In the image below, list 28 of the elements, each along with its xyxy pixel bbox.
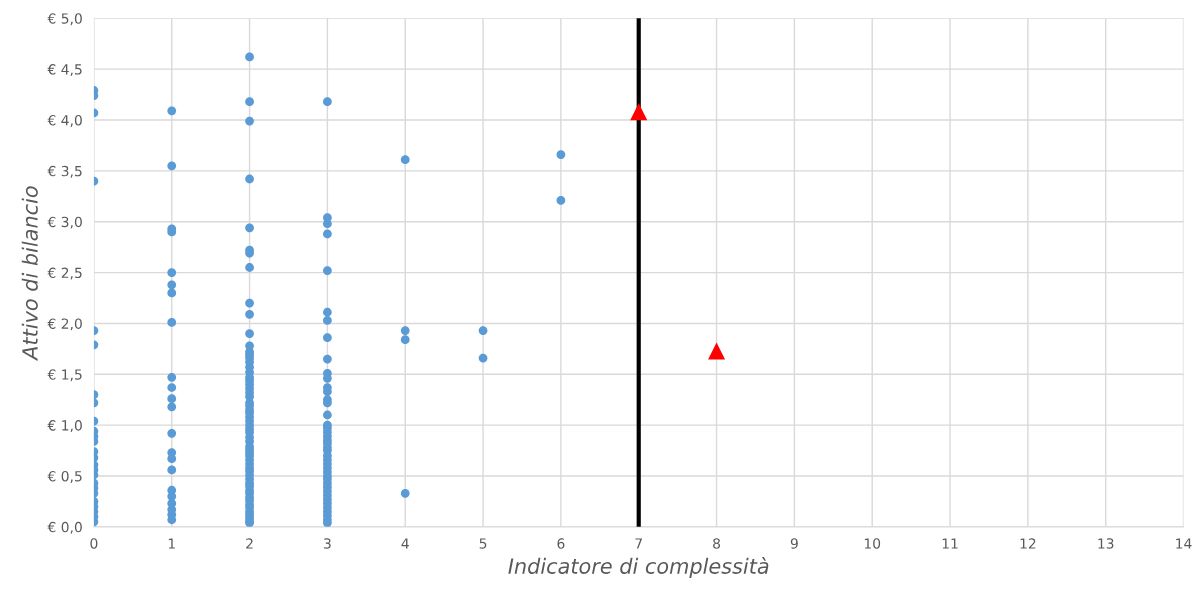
y-tick-label: € 4,5 <box>47 64 82 77</box>
y-tick-label: € 1,5 <box>47 369 82 382</box>
x-tick-label: 1 <box>168 538 175 549</box>
y-tick-label: € 3,0 <box>47 216 82 229</box>
x-tick-label: 0 <box>90 538 98 549</box>
x-tick-label: 2 <box>246 538 253 549</box>
x-tick-label: 3 <box>324 538 331 549</box>
x-tick-label: 13 <box>1098 538 1114 549</box>
y-tick-label: € 2,5 <box>47 267 82 280</box>
x-tick-label: 4 <box>401 538 409 549</box>
y-tick-label: € 5,0 <box>47 13 82 26</box>
x-tick-label: 14 <box>1176 538 1192 549</box>
x-tick-label: 8 <box>713 538 721 549</box>
y-tick-label: € 0,0 <box>47 521 82 534</box>
x-tick-label: 7 <box>635 538 642 549</box>
y-tick-label: € 2,0 <box>47 318 82 331</box>
y-tick-label: € 4,0 <box>47 114 82 127</box>
y-tick-label: € 3,5 <box>47 165 82 178</box>
y-axis-title: Attivo di bilancio <box>21 186 38 361</box>
y-tick-label: € 1,0 <box>47 420 82 433</box>
x-tick-label: 10 <box>864 538 881 549</box>
x-tick-label: 9 <box>790 538 798 549</box>
x-tick-label: 5 <box>479 538 487 549</box>
y-tick-label: € 0,5 <box>47 470 82 483</box>
x-tick-label: 11 <box>942 538 958 549</box>
x-axis-title: Indicatore di complessità <box>508 556 769 578</box>
x-tick-label: 12 <box>1020 538 1036 549</box>
x-tick-label: 6 <box>557 538 565 549</box>
